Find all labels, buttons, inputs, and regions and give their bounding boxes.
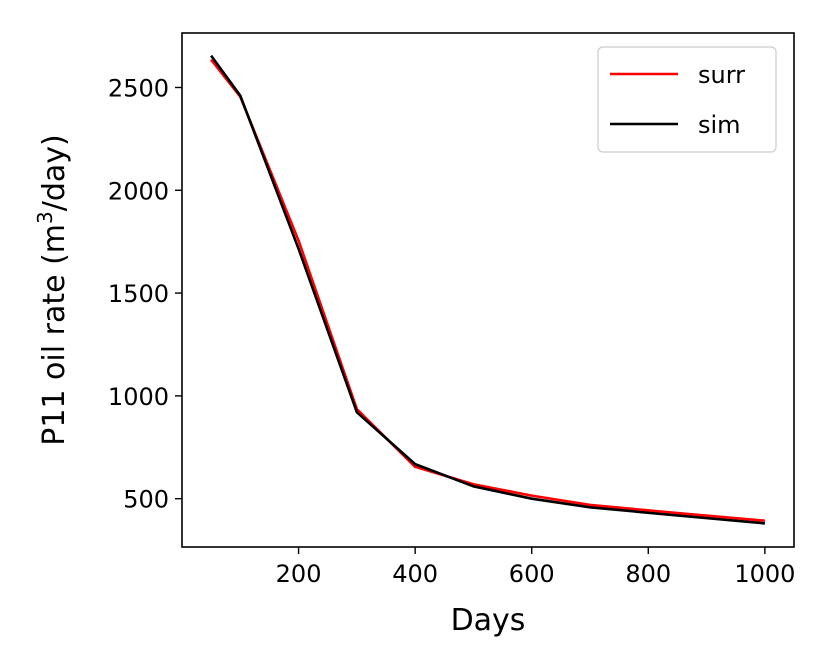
- y-tick-label: 1500: [108, 280, 169, 308]
- legend-label-sim: sim: [698, 111, 741, 139]
- y-axis-ticks: 500 1000 1500 2000 2500: [108, 74, 182, 514]
- y-tick-label: 500: [123, 486, 169, 514]
- legend-box: [597, 46, 777, 153]
- x-axis-ticks: 200 400 600 800 1000: [276, 547, 795, 588]
- series-layer: [210, 54, 766, 525]
- x-tick-label: 200: [276, 560, 322, 588]
- y-tick-label: 2500: [108, 74, 169, 102]
- series-line-sim: [210, 54, 766, 525]
- plot-frame: [181, 32, 795, 548]
- x-tick-label: 600: [509, 560, 555, 588]
- x-tick-label: 400: [392, 560, 438, 588]
- y-tick-label: 2000: [108, 177, 169, 205]
- y-tick-label: 1000: [108, 383, 169, 411]
- x-axis-title: Days: [451, 603, 526, 638]
- x-tick-label: 800: [625, 560, 671, 588]
- legend: surr sim: [597, 46, 777, 153]
- x-tick-label: 1000: [734, 560, 795, 588]
- y-axis-title: P11 oil rate (m3/day): [33, 134, 72, 446]
- legend-label-surr: surr: [698, 61, 745, 89]
